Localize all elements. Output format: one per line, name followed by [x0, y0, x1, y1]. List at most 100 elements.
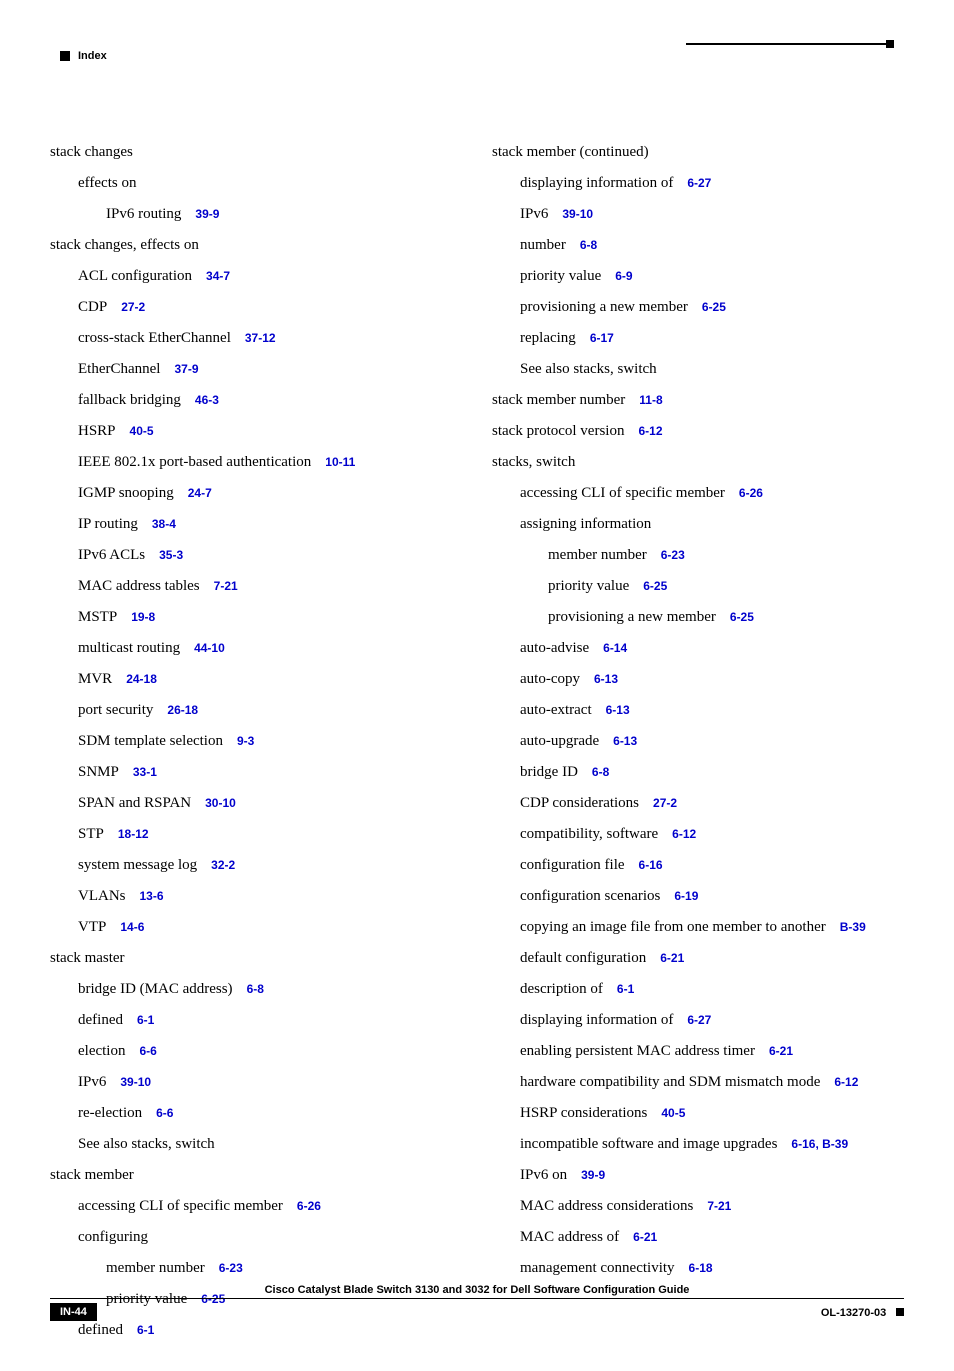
page-ref-link[interactable]: 24-7	[188, 486, 212, 500]
page-ref-link[interactable]: 18-12	[118, 827, 149, 841]
page-ref-link[interactable]: 38-4	[152, 517, 176, 531]
page-ref-link[interactable]: 39-9	[195, 207, 219, 221]
index-entry: IGMP snooping24-7	[78, 483, 462, 504]
page-ref-link[interactable]: 6-21	[660, 951, 684, 965]
page-ref-link[interactable]: 6-23	[661, 548, 685, 562]
page-ref-link[interactable]: 6-12	[672, 827, 696, 841]
page-ref-link[interactable]: 6-14	[603, 641, 627, 655]
page-ref-link[interactable]: 39-10	[562, 207, 593, 221]
page-ref-link[interactable]: 6-21	[769, 1044, 793, 1058]
entry-text: IPv6 routing	[106, 206, 181, 222]
entry-text: multicast routing	[78, 640, 180, 656]
entry-text: stack master	[50, 950, 125, 966]
page-ref-link[interactable]: 44-10	[194, 641, 225, 655]
page-ref-link[interactable]: 10-11	[325, 455, 355, 469]
index-entry: member number 6-23	[548, 545, 904, 566]
page-ref-link[interactable]: 33-1	[133, 765, 157, 779]
page-ref-link[interactable]: 6-13	[606, 703, 630, 717]
entry-text: configuring	[78, 1229, 148, 1245]
page-ref-link[interactable]: 37-9	[174, 362, 198, 376]
entry-text: provisioning a new member	[520, 299, 688, 315]
page-ref-link[interactable]: 34-7	[206, 269, 230, 283]
page-ref-link[interactable]: 19-8	[131, 610, 155, 624]
page-ref-link[interactable]: 6-13	[613, 734, 637, 748]
entry-text: member number	[548, 547, 647, 563]
entry-text: CDP considerations	[520, 795, 639, 811]
index-entry: auto-extract6-13	[520, 700, 904, 721]
page-ref-link[interactable]: 6-6	[156, 1106, 173, 1120]
page-ref-link[interactable]: 46-3	[195, 393, 219, 407]
page-ref-link[interactable]: 6-16, B-39	[791, 1137, 848, 1151]
entry-text: IEEE 802.1x port-based authentication	[78, 454, 311, 470]
page-ref-link[interactable]: 13-6	[140, 889, 164, 903]
page-ref-link[interactable]: 6-27	[687, 176, 711, 190]
page-ref-link[interactable]: 6-12	[834, 1075, 858, 1089]
entry-text: re-election	[78, 1105, 142, 1121]
entry-text: STP	[78, 826, 104, 842]
page-ref-link[interactable]: 24-18	[126, 672, 157, 686]
page-ref-link[interactable]: 37-12	[245, 331, 276, 345]
index-entry: MVR24-18	[78, 669, 462, 690]
index-entry: HSRP considerations 40-5	[520, 1103, 904, 1124]
page-ref-link[interactable]: 6-13	[594, 672, 618, 686]
page-ref-link[interactable]: 27-2	[653, 796, 677, 810]
page-ref-link[interactable]: 6-8	[580, 238, 597, 252]
index-columns: stack changeseffects onIPv6 routing39-9s…	[50, 142, 904, 1351]
page-ref-link[interactable]: 39-9	[581, 1168, 605, 1182]
entry-text: port security	[78, 702, 153, 718]
index-entry: fallback bridging46-3	[78, 390, 462, 411]
page-ref-link[interactable]: 14-6	[120, 920, 144, 934]
page-ref-link[interactable]: 26-18	[167, 703, 198, 717]
index-entry: bridge ID (MAC address) 6-8	[78, 979, 462, 1000]
page-ref-link[interactable]: 6-25	[730, 610, 754, 624]
entry-text: IPv6	[520, 206, 548, 222]
index-entry: auto-copy6-13	[520, 669, 904, 690]
page-ref-link[interactable]: 6-27	[687, 1013, 711, 1027]
page: Index stack changeseffects onIPv6 routin…	[0, 0, 954, 1371]
entry-text: management connectivity	[520, 1260, 675, 1276]
index-entry: member number6-23	[106, 1258, 462, 1279]
page-ref-link[interactable]: 6-8	[247, 982, 264, 996]
page-ref-link[interactable]: 32-2	[211, 858, 235, 872]
page-ref-link[interactable]: 6-1	[617, 982, 634, 996]
page-ref-link[interactable]: 6-12	[638, 424, 662, 438]
page-ref-link[interactable]: 40-5	[130, 424, 154, 438]
entry-text: assigning information	[520, 516, 651, 532]
page-ref-link[interactable]: 6-1	[137, 1013, 154, 1027]
index-entry: MSTP19-8	[78, 607, 462, 628]
index-entry: priority value6-25	[548, 576, 904, 597]
page-ref-link[interactable]: 6-25	[702, 300, 726, 314]
page-ref-link[interactable]: 6-25	[643, 579, 667, 593]
page-ref-link[interactable]: 6-23	[219, 1261, 243, 1275]
page-ref-link[interactable]: 39-10	[120, 1075, 151, 1089]
entry-text: system message log	[78, 857, 197, 873]
page-ref-link[interactable]: 6-18	[689, 1261, 713, 1275]
page-ref-link[interactable]: B-39	[840, 920, 866, 934]
page-ref-link[interactable]: 6-26	[297, 1199, 321, 1213]
page-ref-link[interactable]: 6-6	[139, 1044, 156, 1058]
page-ref-link[interactable]: 6-1	[137, 1323, 154, 1337]
page-ref-link[interactable]: 6-9	[615, 269, 632, 283]
page-ref-link[interactable]: 6-16	[639, 858, 663, 872]
page-ref-link[interactable]: 27-2	[121, 300, 145, 314]
page-ref-link[interactable]: 7-21	[214, 579, 238, 593]
page-ref-link[interactable]: 35-3	[159, 548, 183, 562]
page-ref-link[interactable]: 7-21	[707, 1199, 731, 1213]
entry-text: stack member number	[492, 392, 625, 408]
entry-text: HSRP considerations	[520, 1105, 647, 1121]
page-ref-link[interactable]: 30-10	[205, 796, 236, 810]
page-ref-link[interactable]: 6-26	[739, 486, 763, 500]
index-entry: IP routing38-4	[78, 514, 462, 535]
page-ref-link[interactable]: 6-19	[674, 889, 698, 903]
page-ref-link[interactable]: 6-8	[592, 765, 609, 779]
footer-row: IN-44 OL-13270-03	[50, 1303, 904, 1321]
entry-text: stack member	[50, 1167, 134, 1183]
page-ref-link[interactable]: 6-21	[633, 1230, 657, 1244]
index-entry: stack changes, effects on	[50, 235, 462, 256]
page-ref-link[interactable]: 6-17	[590, 331, 614, 345]
page-ref-link[interactable]: 11-8	[639, 393, 662, 407]
page-ref-link[interactable]: 9-3	[237, 734, 254, 748]
index-entry: defined6-1	[78, 1010, 462, 1031]
entry-text: bridge ID (MAC address)	[78, 981, 233, 997]
page-ref-link[interactable]: 40-5	[661, 1106, 685, 1120]
